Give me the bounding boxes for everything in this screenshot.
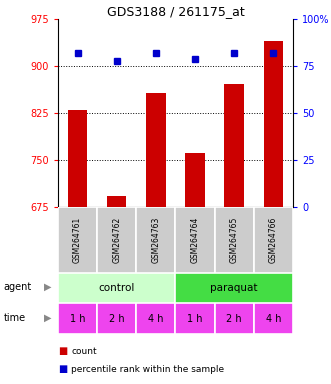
Text: agent: agent (3, 282, 31, 292)
Bar (175, 273, 293, 303)
Bar (58, 273, 175, 303)
Bar (97, 207, 136, 273)
Bar (136, 303, 175, 334)
Text: 1 h: 1 h (187, 314, 203, 324)
Bar (185, 153, 205, 207)
Text: ▶: ▶ (44, 282, 52, 292)
Text: GSM264765: GSM264765 (230, 217, 239, 263)
Text: 4 h: 4 h (148, 314, 164, 324)
Bar (254, 303, 293, 334)
Text: 4 h: 4 h (265, 314, 281, 324)
Bar (68, 110, 87, 207)
Text: paraquat: paraquat (211, 283, 258, 293)
Bar (263, 41, 283, 207)
Text: 2 h: 2 h (109, 314, 124, 324)
Text: count: count (71, 347, 97, 356)
Bar (136, 207, 175, 273)
Text: GSM264764: GSM264764 (191, 217, 200, 263)
Bar (175, 207, 214, 273)
Title: GDS3188 / 261175_at: GDS3188 / 261175_at (107, 5, 244, 18)
Text: GSM264761: GSM264761 (73, 217, 82, 263)
Text: time: time (3, 313, 25, 323)
Text: ▶: ▶ (44, 313, 52, 323)
Bar (214, 207, 254, 273)
Text: GSM264763: GSM264763 (151, 217, 160, 263)
Text: ■: ■ (58, 346, 67, 356)
Text: ■: ■ (58, 364, 67, 374)
Bar (175, 303, 214, 334)
Text: 2 h: 2 h (226, 314, 242, 324)
Bar (107, 196, 126, 207)
Bar (214, 303, 254, 334)
Bar (97, 303, 136, 334)
Bar (146, 93, 166, 207)
Text: percentile rank within the sample: percentile rank within the sample (71, 365, 224, 374)
Text: GSM264766: GSM264766 (269, 217, 278, 263)
Text: control: control (99, 283, 135, 293)
Bar (254, 207, 293, 273)
Bar (224, 84, 244, 207)
Bar (58, 303, 97, 334)
Bar (58, 207, 97, 273)
Text: 1 h: 1 h (70, 314, 85, 324)
Text: GSM264762: GSM264762 (112, 217, 121, 263)
